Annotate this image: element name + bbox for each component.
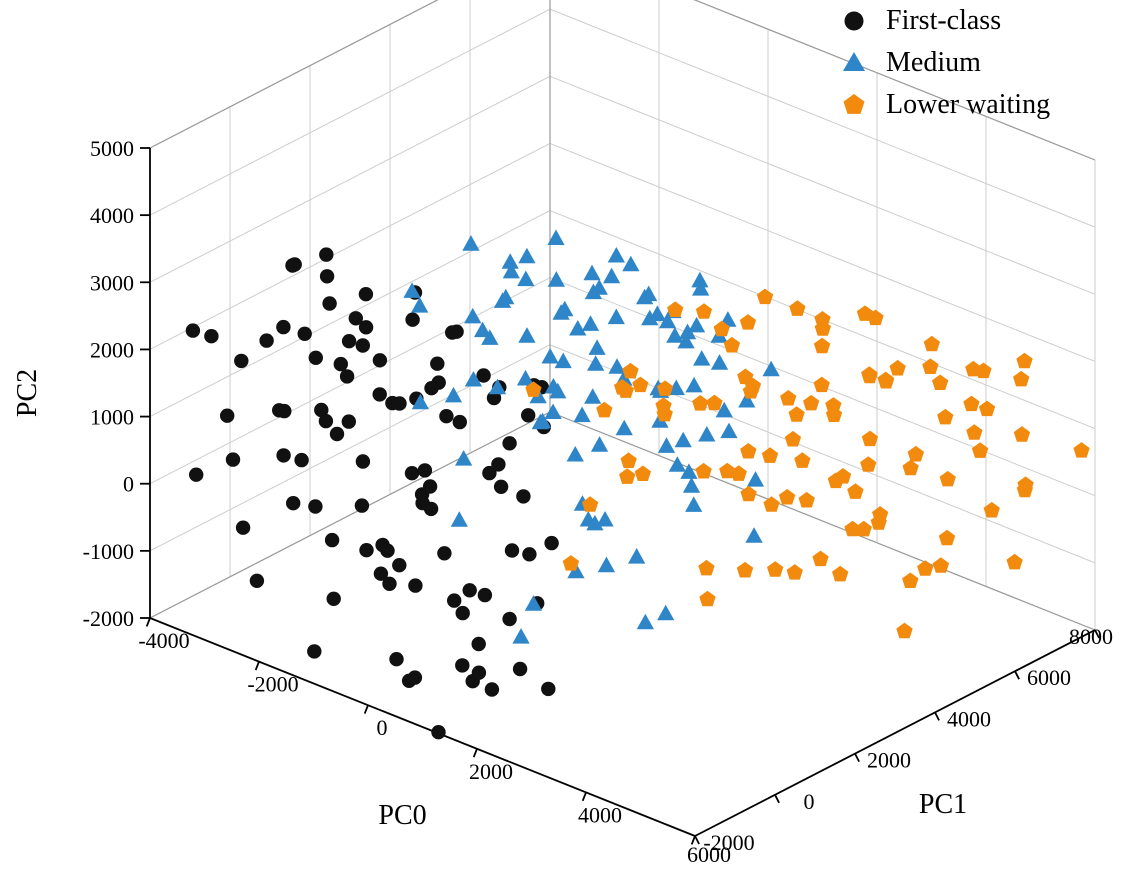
svg-text:8000: 8000	[1069, 624, 1113, 649]
svg-text:1000: 1000	[90, 405, 134, 430]
svg-text:-2000: -2000	[83, 606, 134, 631]
circle-marker-icon	[844, 11, 864, 31]
svg-text:6000: 6000	[687, 842, 731, 867]
legend-label-medium: Medium	[886, 47, 981, 78]
axis-titles: PC2 PC0 PC1	[12, 369, 967, 831]
svg-text:4000: 4000	[578, 802, 622, 827]
svg-text:2000: 2000	[867, 748, 911, 773]
svg-text:4000: 4000	[90, 203, 134, 228]
legend-item-first-class: First-class	[838, 2, 1050, 40]
svg-text:6000: 6000	[1027, 665, 1071, 690]
triangle-marker-icon	[843, 52, 865, 71]
series-medium	[403, 229, 780, 644]
series-lower-waiting	[525, 288, 1090, 639]
svg-text:2000: 2000	[90, 337, 134, 362]
svg-text:0: 0	[123, 472, 134, 497]
svg-text:-1000: -1000	[83, 539, 134, 564]
svg-text:5000: 5000	[90, 136, 134, 161]
svg-text:4000: 4000	[947, 706, 991, 731]
svg-text:2000: 2000	[469, 759, 513, 784]
legend-label-lower-waiting: Lower waiting	[886, 89, 1051, 120]
svg-text:0: 0	[804, 789, 815, 814]
svg-text:3000: 3000	[90, 270, 134, 295]
pentagon-marker-icon	[843, 94, 865, 114]
legend-item-medium: Medium	[838, 44, 1050, 82]
x-axis-title: PC0	[378, 800, 426, 831]
pane-edges	[149, 0, 1096, 631]
legend-item-lower-waiting: Lower waiting	[838, 86, 1050, 124]
svg-text:0: 0	[377, 715, 388, 740]
series-first-class	[185, 247, 559, 740]
grid-lines	[149, 0, 1096, 631]
svg-text:-2000: -2000	[703, 830, 754, 855]
legend: First-class Medium Lower waiting	[838, 2, 1050, 124]
svg-text:-2000: -2000	[247, 672, 298, 697]
svg-text:-4000: -4000	[138, 628, 189, 653]
axes: -2000-1000010002000300040005000-4000-200…	[83, 136, 1113, 867]
y-axis-title: PC1	[919, 789, 967, 820]
z-axis-title: PC2	[12, 369, 43, 417]
legend-label-first-class: First-class	[886, 5, 1002, 36]
